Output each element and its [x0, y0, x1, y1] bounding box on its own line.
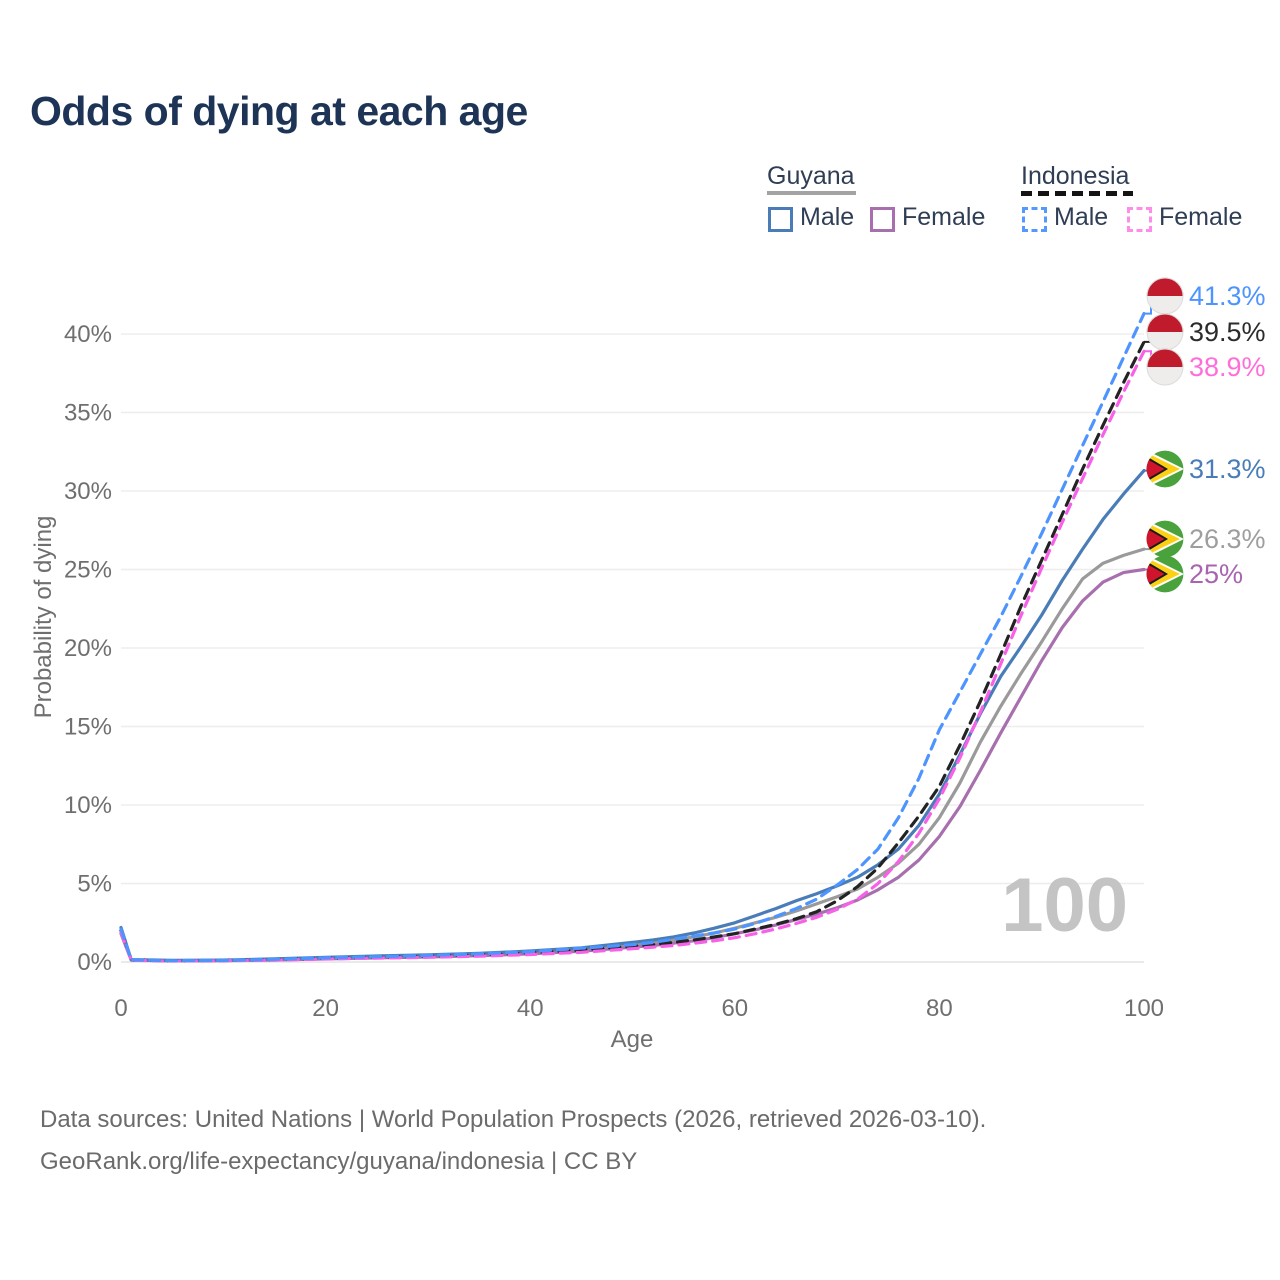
series-line-guyana-male[interactable]	[119, 469, 1146, 963]
end-label-value: 25%	[1189, 559, 1244, 589]
indonesia-dashed-line-swatch	[1021, 191, 1133, 196]
end-label-value: 31.3%	[1189, 454, 1266, 484]
end-label-value: 41.3%	[1189, 281, 1266, 311]
legend-label-indonesia-male[interactable]: Male	[1054, 203, 1109, 231]
x-tick-20: 20	[312, 995, 339, 1022]
age-watermark: 100	[1001, 863, 1128, 948]
y-tick-35%: 35%	[64, 400, 112, 427]
end-label-guyana-male: 31.3%	[1146, 450, 1266, 488]
end-label-value: 38.9%	[1189, 352, 1266, 382]
series-line-indonesia-total[interactable]	[119, 340, 1146, 963]
x-tick-40: 40	[517, 995, 544, 1022]
y-tick-15%: 15%	[64, 714, 112, 741]
x-tick-80: 80	[926, 995, 953, 1022]
series-line-indonesia-female[interactable]	[119, 349, 1146, 963]
legend-country-guyana[interactable]: Guyana	[767, 162, 855, 190]
attribution-text: GeoRank.org/life-expectancy/guyana/indon…	[40, 1148, 638, 1175]
end-label-value: 39.5%	[1189, 317, 1266, 347]
y-tick-25%: 25%	[64, 557, 112, 584]
legend-swatch-guyana-male[interactable]	[768, 207, 793, 232]
guyana-flag-icon	[1146, 520, 1184, 558]
y-tick-5%: 5%	[77, 871, 112, 898]
page-title: Odds of dying at each age	[30, 88, 528, 134]
x-tick-100: 100	[1124, 995, 1164, 1022]
legend-label-guyana-female[interactable]: Female	[902, 203, 986, 231]
guyana-flag-icon	[1146, 450, 1184, 488]
series-line-guyana-female[interactable]	[119, 567, 1146, 963]
legend-swatch-guyana-female[interactable]	[870, 207, 895, 232]
guyana-flag-icon	[1146, 555, 1184, 593]
y-tick-40%: 40%	[64, 321, 112, 348]
series-line-indonesia-male[interactable]	[119, 312, 1146, 963]
end-label-value: 26.3%	[1189, 524, 1266, 554]
end-label-indonesia-female: 38.9%	[1146, 348, 1266, 386]
indonesia-flag-icon	[1146, 348, 1184, 386]
y-tick-0%: 0%	[77, 949, 112, 976]
legend-label-indonesia-female[interactable]: Female	[1159, 203, 1243, 231]
indonesia-flag-icon	[1146, 313, 1184, 351]
end-label-indonesia-total: 39.5%	[1146, 313, 1266, 351]
y-tick-20%: 20%	[64, 635, 112, 662]
legend-swatch-indonesia-female[interactable]	[1127, 207, 1152, 232]
data-sources-text: Data sources: United Nations | World Pop…	[40, 1106, 987, 1133]
guyana-solid-line-swatch	[767, 191, 856, 195]
x-tick-60: 60	[721, 995, 748, 1022]
legend-country-indonesia[interactable]: Indonesia	[1021, 162, 1130, 190]
indonesia-flag-icon	[1146, 277, 1184, 315]
end-label-guyana-total: 26.3%	[1146, 520, 1266, 558]
x-tick-0: 0	[114, 995, 127, 1022]
legend-label-guyana-male[interactable]: Male	[800, 203, 855, 231]
y-tick-30%: 30%	[64, 478, 112, 505]
y-tick-10%: 10%	[64, 792, 112, 819]
end-label-indonesia-male: 41.3%	[1146, 277, 1266, 315]
end-label-guyana-female: 25%	[1146, 555, 1243, 593]
x-axis-title: Age	[610, 1026, 654, 1053]
legend-swatch-indonesia-male[interactable]	[1022, 207, 1047, 232]
